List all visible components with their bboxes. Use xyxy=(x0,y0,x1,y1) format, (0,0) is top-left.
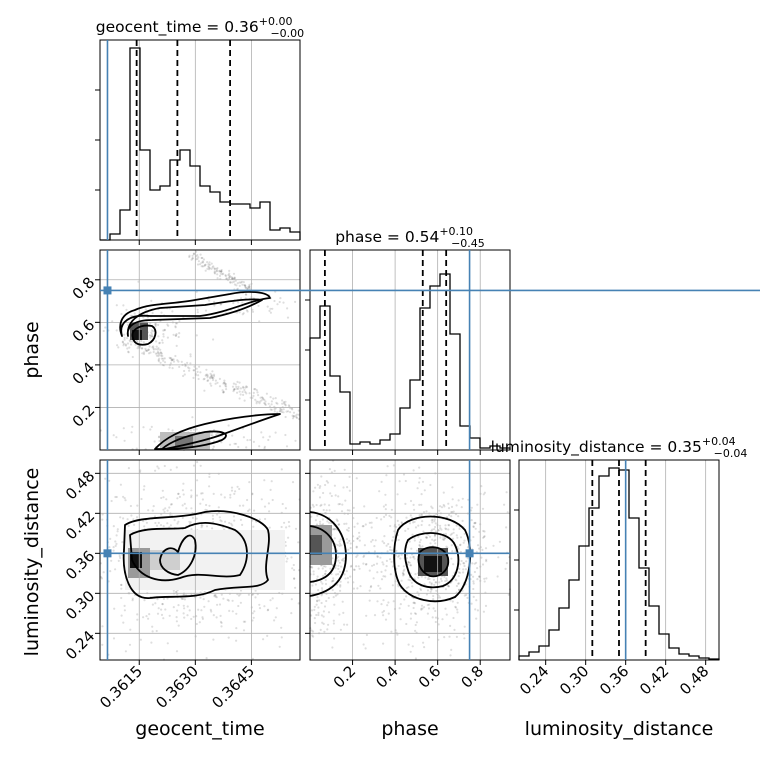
contour-lower-phase-geocent_time xyxy=(154,413,281,450)
title-sup-geocent_time: +0.00 xyxy=(259,15,293,28)
panel-title-luminosity_distance: luminosity_distance = 0.35+0.04 −0.04 xyxy=(491,435,748,460)
truth-marker-luminosity_distance-geocent_time xyxy=(103,549,112,558)
contour-inner-phase-geocent_time xyxy=(131,324,157,346)
x-tick-label-geocent_time-2: 0.3645 xyxy=(208,662,258,712)
x-tick-label-phase-2: 0.6 xyxy=(415,662,445,692)
contour-outer-luminosity_distance-phase xyxy=(393,515,472,603)
contour-lower-inner-phase-geocent_time xyxy=(161,430,227,450)
x-tick-label-luminosity_distance-3: 0.42 xyxy=(636,662,672,698)
title-sup-phase: +0.10 xyxy=(439,225,473,238)
truth-marker-phase-geocent_time xyxy=(103,286,112,295)
y-tick-label-phase-1: 0.4 xyxy=(69,359,99,389)
x-axis-label-phase: phase xyxy=(381,718,438,740)
contour-mid-luminosity_distance-phase-left xyxy=(309,525,337,583)
x-tick-label-geocent_time-1: 0.3630 xyxy=(152,662,202,712)
panel-luminosity_distance-geocent_time xyxy=(99,459,301,661)
x-axis-label-luminosity_distance: luminosity_distance xyxy=(525,718,714,740)
panel-phase-geocent_time xyxy=(99,249,301,451)
y-tick-label-luminosity_distance-2: 0.36 xyxy=(62,547,98,583)
x-tick-label-luminosity_distance-4: 0.48 xyxy=(676,662,712,698)
title-sub-luminosity_distance: −0.04 xyxy=(714,447,748,460)
contour-mid-luminosity_distance-phase xyxy=(404,532,460,589)
contour-outer-luminosity_distance-geocent_time xyxy=(122,510,270,599)
contour-inner-luminosity_distance-geocent_time xyxy=(159,534,197,576)
x-tick-label-geocent_time-0: 0.3615 xyxy=(96,662,146,712)
y-tick-label-luminosity_distance-4: 0.48 xyxy=(62,467,98,503)
histogram-geocent_time xyxy=(100,47,301,241)
panel-title-geocent_time: geocent_time = 0.36+0.00 −0.00 xyxy=(96,15,304,40)
x-tick-label-luminosity_distance-0: 0.24 xyxy=(516,662,552,698)
panel-title-phase: phase = 0.54+0.10 −0.45 xyxy=(335,225,485,250)
scatter-points-luminosity_distance-phase xyxy=(308,459,512,660)
title-sub-geocent_time: −0.00 xyxy=(270,27,304,40)
y-axis-label-phase: phase xyxy=(21,321,43,378)
y-tick-label-phase-2: 0.6 xyxy=(69,316,99,346)
contour-outer-phase-geocent_time xyxy=(119,291,271,337)
x-axis-label-geocent_time: geocent_time xyxy=(135,718,264,740)
histogram-phase xyxy=(309,273,511,450)
y-tick-label-phase-3: 0.8 xyxy=(69,273,99,303)
x-tick-label-phase-0: 0.2 xyxy=(330,662,360,692)
hist-layer xyxy=(100,40,760,660)
y-tick-label-luminosity_distance-0: 0.24 xyxy=(62,627,98,663)
title-sub-phase: −0.45 xyxy=(451,237,485,250)
scatter-points-phase-geocent_time xyxy=(99,250,301,451)
title-base-geocent_time: geocent_time = 0.36 xyxy=(96,18,259,37)
x-tick-label-phase-1: 0.4 xyxy=(372,662,402,692)
contour-inner-luminosity_distance-phase xyxy=(417,546,450,578)
y-tick-label-phase-0: 0.2 xyxy=(69,401,99,431)
contour-mid-phase-geocent_time xyxy=(126,298,263,337)
density-cells-luminosity_distance-geocent_time xyxy=(125,530,285,590)
x-tick-label-luminosity_distance-1: 0.30 xyxy=(556,662,592,698)
contour-mid-luminosity_distance-geocent_time xyxy=(129,522,248,582)
panel-luminosity_distance-phase xyxy=(309,459,511,661)
y-tick-label-luminosity_distance-3: 0.42 xyxy=(62,507,98,543)
title-base-phase: phase = 0.54 xyxy=(335,228,439,246)
x-tick-label-luminosity_distance-2: 0.36 xyxy=(596,662,632,698)
title-base-luminosity_distance: luminosity_distance = 0.35 xyxy=(491,438,702,457)
axes-layer xyxy=(95,39,720,665)
truth-marker-luminosity_distance-phase xyxy=(465,549,474,558)
x-tick-label-phase-3: 0.8 xyxy=(457,662,487,692)
y-tick-label-luminosity_distance-1: 0.30 xyxy=(62,587,98,623)
contour-outer-luminosity_distance-phase-left xyxy=(309,511,347,597)
title-sup-luminosity_distance: +0.04 xyxy=(702,435,736,448)
y-axis-label-luminosity_distance: luminosity_distance xyxy=(21,468,43,657)
histogram-luminosity_distance xyxy=(518,467,720,660)
